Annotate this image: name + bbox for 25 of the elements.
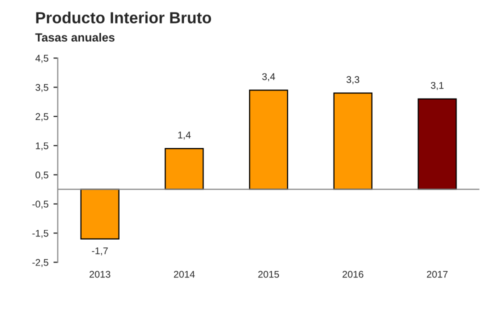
y-tick-label: 4,5: [35, 54, 48, 63]
bar: [164, 148, 204, 190]
x-tick-label: 2013: [90, 270, 110, 278]
y-tick-label: 3,5: [36, 84, 48, 92]
x-tick-label: 2014: [174, 270, 195, 278]
data-label: 3,1: [430, 82, 444, 90]
data-label: 1,4: [178, 132, 191, 140]
y-tick-label: 2,5: [36, 113, 48, 122]
y-tick-label: 1,5: [36, 142, 48, 150]
x-tick-label: 2015: [258, 270, 279, 278]
bar: [80, 188, 120, 240]
x-tick-label: 2016: [342, 270, 364, 278]
data-label: -1,7: [92, 247, 108, 256]
bar: [333, 92, 372, 190]
bar: [249, 90, 288, 190]
x-tick-label: 2017: [426, 270, 448, 278]
y-tick-label: -2,5: [32, 259, 48, 268]
data-label: 3,4: [262, 73, 276, 82]
chart-title: Producto Interior Bruto: [36, 12, 212, 24]
data-label: 3,3: [346, 76, 360, 84]
bar: [418, 98, 457, 190]
chart-subtitle: Tasas anuales: [35, 32, 115, 42]
y-tick-label: -0,5: [32, 200, 48, 209]
y-tick-label: -1,5: [32, 230, 48, 238]
y-tick-label: 0,5: [36, 172, 48, 180]
